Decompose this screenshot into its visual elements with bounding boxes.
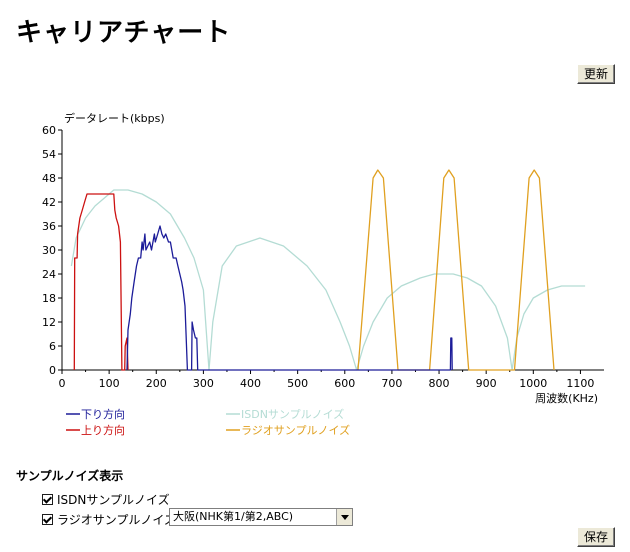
legend-label: ラジオサンプルノイズ bbox=[241, 423, 350, 437]
radio-noise-label: ラジオサンプルノイズ bbox=[57, 513, 177, 527]
isdn-noise-option: ISDNサンプルノイズ bbox=[42, 491, 170, 508]
carrier-chart: データレート(kbps) 周波数(KHz) 0 6 12 18 24 30 36 42 48 54… bbox=[42, 111, 604, 437]
x-tick-label: 900 bbox=[476, 377, 497, 390]
y-axis-label: データレート(kbps) bbox=[64, 111, 165, 125]
y-tick-label: 30 bbox=[42, 244, 56, 257]
page-title: キャリアチャート bbox=[16, 18, 232, 48]
x-tick-label: 200 bbox=[146, 377, 167, 390]
x-tick-label: 1100 bbox=[566, 377, 594, 390]
radio-noise-checkbox[interactable] bbox=[42, 514, 53, 525]
series-line-2 bbox=[126, 225, 453, 371]
save-button[interactable]: 保存 bbox=[577, 527, 616, 547]
y-tick-label: 42 bbox=[42, 196, 56, 209]
y-tick-label: 12 bbox=[42, 316, 56, 329]
x-tick-label: 400 bbox=[240, 377, 261, 390]
y-tick-label: 48 bbox=[42, 172, 56, 185]
x-axis-label: 周波数(KHz) bbox=[535, 392, 598, 405]
chevron-down-icon[interactable] bbox=[336, 509, 352, 525]
y-tick-label: 24 bbox=[42, 268, 56, 281]
isdn-noise-checkbox[interactable] bbox=[42, 494, 53, 505]
noise-options-title: サンプルノイズ表示 bbox=[16, 469, 124, 483]
y-tick-label: 36 bbox=[42, 220, 56, 233]
x-tick-label: 500 bbox=[287, 377, 308, 390]
series-line-3 bbox=[70, 189, 586, 371]
legend-label: 下り方向 bbox=[81, 407, 125, 421]
y-tick-label: 0 bbox=[49, 364, 56, 377]
x-tick-label: 800 bbox=[429, 377, 450, 390]
x-tick-label: 0 bbox=[59, 377, 66, 390]
legend-label: ISDNサンプルノイズ bbox=[241, 407, 344, 421]
y-tick-label: 6 bbox=[49, 340, 56, 353]
x-tick-label: 300 bbox=[193, 377, 214, 390]
region-select-value: 大阪(NHK第1/第2,ABC) bbox=[173, 510, 294, 523]
x-tick-label: 1000 bbox=[519, 377, 547, 390]
series-layer bbox=[70, 169, 586, 371]
y-tick-label: 60 bbox=[42, 124, 56, 137]
y-tick-label: 54 bbox=[42, 148, 56, 161]
series-line-4 bbox=[357, 169, 555, 371]
x-tick-label: 600 bbox=[334, 377, 355, 390]
legend-label: 上り方向 bbox=[81, 423, 125, 437]
y-tick-label: 18 bbox=[42, 292, 56, 305]
region-select[interactable]: 大阪(NHK第1/第2,ABC) bbox=[169, 508, 353, 526]
x-tick-label: 700 bbox=[381, 377, 402, 390]
series-line-1 bbox=[73, 193, 129, 371]
refresh-button[interactable]: 更新 bbox=[577, 64, 616, 84]
isdn-noise-label: ISDNサンプルノイズ bbox=[57, 493, 170, 507]
radio-noise-option: ラジオサンプルノイズ bbox=[42, 511, 176, 528]
x-tick-label: 100 bbox=[99, 377, 120, 390]
